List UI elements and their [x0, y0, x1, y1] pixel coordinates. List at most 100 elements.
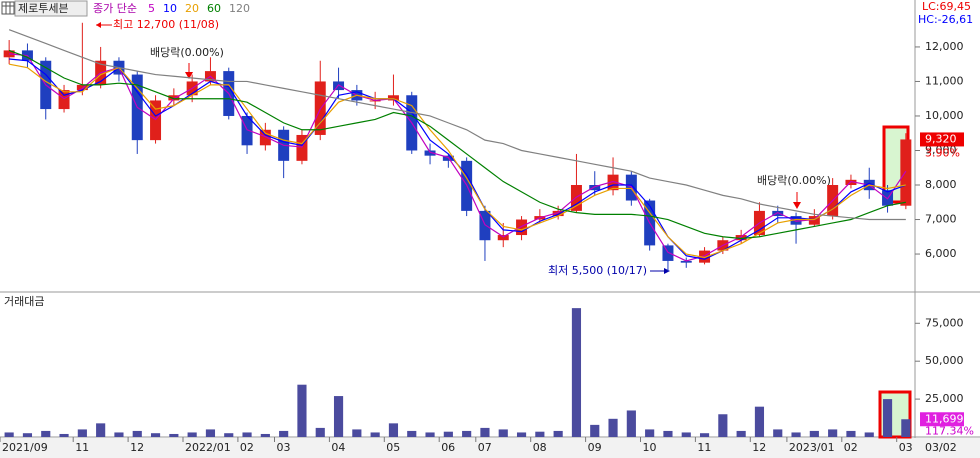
- annotation: 배당락(0.00%): [757, 174, 831, 187]
- candle-body: [808, 216, 820, 225]
- volume-bar: [718, 414, 728, 437]
- candle-body: [607, 174, 619, 191]
- indicator: HC:-26,61: [918, 13, 973, 26]
- volume-bar: [205, 429, 216, 437]
- candle-body: [680, 260, 692, 263]
- volume-bar: [462, 430, 472, 437]
- x-tick-label: 09: [588, 441, 602, 454]
- last-change: 3.90%: [925, 146, 960, 159]
- x-tick-label: 04: [331, 441, 345, 454]
- volume-bar: [22, 433, 33, 437]
- legend-entry: 5: [148, 2, 155, 15]
- volume-bar: [809, 430, 819, 437]
- annotation-arrow-head: [185, 72, 193, 79]
- volume-bar: [425, 432, 435, 437]
- annotation: 배당락(0.00%): [150, 46, 224, 59]
- legend-entry: 60: [207, 2, 221, 15]
- volume-bar: [571, 308, 582, 437]
- last-price-box: [920, 132, 964, 147]
- volume-bar: [242, 432, 252, 437]
- candle-body: [296, 134, 308, 161]
- candle-body: [387, 95, 399, 101]
- volume-bar: [150, 433, 161, 437]
- volume-bar: [901, 419, 911, 437]
- y-tick-label: 50,000: [925, 354, 964, 367]
- y-tick-label: 8,000: [925, 178, 957, 191]
- volume-bar: [846, 430, 856, 437]
- x-tick-label: 2022/01: [185, 441, 231, 454]
- annotation-arrow-head: [96, 22, 101, 28]
- volume-bar: [608, 418, 618, 437]
- volume-bar: [645, 429, 655, 437]
- volume-bar: [59, 433, 69, 437]
- x-tick-label: 12: [130, 441, 144, 454]
- annotation: 최고 12,700 (11/08): [113, 18, 219, 31]
- volume-bar: [626, 410, 636, 437]
- candle-body: [516, 219, 528, 236]
- volume-bar: [333, 396, 344, 437]
- x-axis-band: [0, 438, 980, 458]
- candle-body: [589, 185, 601, 191]
- candle-body: [241, 115, 253, 146]
- legend-entry: 120: [229, 2, 250, 15]
- volume-bar: [864, 432, 874, 437]
- volume-bar: [516, 432, 527, 437]
- candle-body: [790, 216, 802, 225]
- y-tick-label: 25,000: [925, 392, 964, 405]
- x-tick-label: 05: [386, 441, 400, 454]
- volume-bar: [297, 384, 307, 437]
- x-tick-label: 11: [75, 441, 89, 454]
- volume-bar: [791, 432, 801, 437]
- volume-bar: [480, 427, 490, 437]
- volume-bar: [498, 429, 508, 437]
- x-tick-label: 02: [240, 441, 254, 454]
- volume-bar: [388, 423, 399, 437]
- candle-body: [900, 139, 912, 206]
- candle-body: [662, 245, 674, 261]
- volume-bar: [699, 433, 710, 437]
- volume-bar: [169, 433, 179, 437]
- volume-bar: [224, 433, 234, 437]
- volume-bar: [681, 432, 691, 437]
- title-box[interactable]: [14, 0, 88, 17]
- volume-bar: [754, 406, 765, 437]
- volume-bar: [77, 429, 87, 437]
- volume-bar: [352, 429, 362, 437]
- x-tick-label: 06: [441, 441, 455, 454]
- volume-bar: [41, 430, 51, 437]
- candle-body: [150, 100, 162, 141]
- candle-body: [259, 129, 271, 146]
- x-tick-label: 08: [533, 441, 547, 454]
- x-tick-label: 07: [478, 441, 492, 454]
- y-tick-label: 7,000: [925, 213, 957, 226]
- volume-bar: [279, 430, 289, 437]
- volume-bar: [407, 430, 417, 437]
- candle-body: [497, 235, 509, 241]
- candle-body: [735, 235, 747, 241]
- y-tick-label: 10,000: [925, 109, 964, 122]
- indicator: LC:69,45: [922, 0, 971, 13]
- x-tick-label: 03: [899, 441, 913, 454]
- candle-body: [76, 84, 88, 91]
- candle-body: [58, 90, 70, 110]
- grid-icon[interactable]: [1, 1, 15, 15]
- volume-bar: [260, 433, 270, 437]
- volume-bar: [663, 430, 673, 437]
- volume-bar: [114, 432, 124, 437]
- legend-entry: 10: [163, 2, 177, 15]
- x-tick-label: 12: [752, 441, 766, 454]
- y-tick-label: 75,000: [925, 316, 964, 329]
- y-tick-label: 9,000: [925, 143, 957, 156]
- volume-bar: [96, 423, 106, 437]
- volume-bar: [535, 431, 545, 437]
- moving-average: [8, 29, 906, 221]
- annotation: 최저 5,500 (10/17): [548, 264, 647, 277]
- volume-bar: [882, 399, 893, 437]
- y-tick-label: 6,000: [925, 247, 957, 260]
- volume-bar: [736, 430, 746, 437]
- last-volume: 11,699: [925, 412, 964, 425]
- candle-body: [424, 150, 436, 156]
- volume-bar: [773, 429, 783, 437]
- y-tick-label: 12,000: [925, 40, 964, 53]
